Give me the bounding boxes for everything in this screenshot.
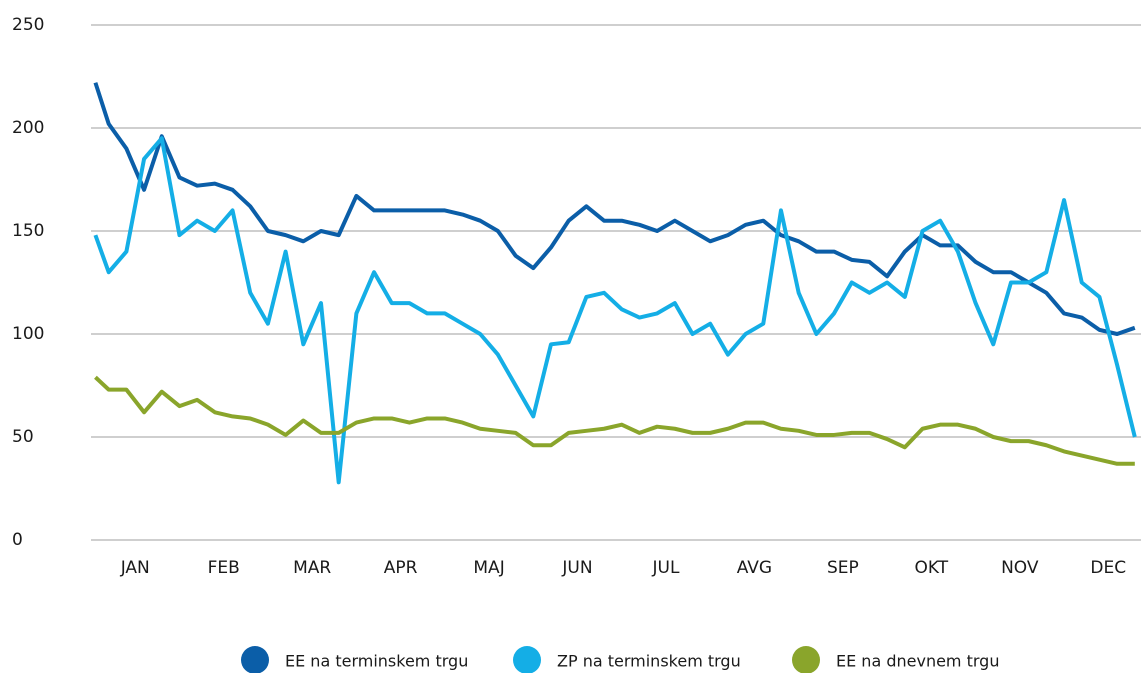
y-tick-label: 200 xyxy=(12,118,44,138)
series-line xyxy=(93,82,1136,336)
x-tick-label: JUN xyxy=(561,558,592,578)
legend-label: EE na dnevnem trgu xyxy=(836,652,999,671)
y-tick-label: 250 xyxy=(12,15,44,35)
x-tick-label: SEP xyxy=(827,558,859,578)
x-tick-label: MAR xyxy=(293,558,331,578)
y-tick-label: 150 xyxy=(12,221,44,241)
y-tick-label: 0 xyxy=(12,530,23,550)
x-tick-label: JAN xyxy=(120,558,150,578)
legend-marker xyxy=(513,646,541,673)
series-line xyxy=(94,375,1135,466)
x-tick-label: DEC xyxy=(1090,558,1126,578)
legend-label: EE na terminskem trgu xyxy=(285,652,468,671)
x-tick-label: NOV xyxy=(1001,558,1039,578)
y-tick-label: 100 xyxy=(12,324,44,344)
x-tick-label: JUL xyxy=(652,558,680,578)
x-tick-label: APR xyxy=(384,558,418,578)
y-tick-label: 50 xyxy=(12,427,34,447)
x-tick-label: FEB xyxy=(208,558,240,578)
legend-label: ZP na terminskem trgu xyxy=(557,652,741,671)
x-tick-label: MAJ xyxy=(473,558,504,578)
x-tick-label: AVG xyxy=(737,558,772,578)
x-tick-label: OKT xyxy=(915,558,949,578)
legend-marker xyxy=(241,646,269,673)
series-line xyxy=(93,136,1137,485)
legend-marker xyxy=(792,646,820,673)
